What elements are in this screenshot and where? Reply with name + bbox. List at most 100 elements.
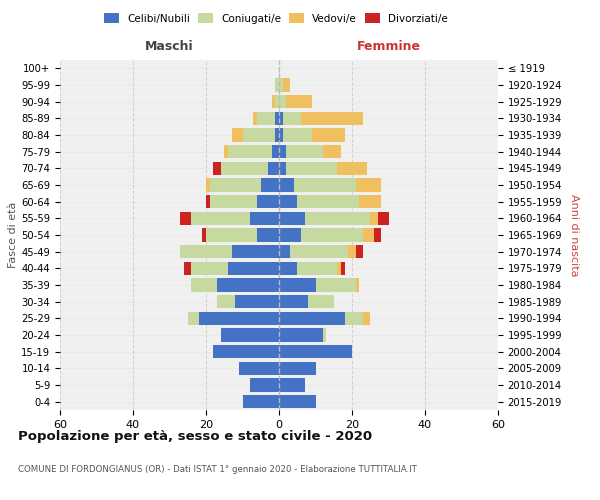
Bar (202, 228, 206, 241)
Bar (272, 145, 279, 158)
Bar (316, 278, 356, 291)
Bar (275, 128, 279, 141)
Bar (286, 95, 312, 108)
Bar (232, 245, 279, 258)
Bar (221, 328, 279, 342)
Bar (308, 295, 334, 308)
Bar (279, 178, 293, 192)
Bar (279, 262, 297, 275)
Bar (279, 95, 286, 108)
Bar (297, 195, 359, 208)
Bar (181, 212, 191, 225)
Bar (356, 178, 381, 192)
Bar (257, 228, 279, 241)
Bar (206, 195, 209, 208)
Bar (297, 262, 337, 275)
Bar (279, 145, 286, 158)
Bar (228, 262, 279, 275)
Bar (377, 212, 389, 225)
Bar (279, 162, 286, 175)
Bar (337, 162, 367, 175)
Bar (279, 128, 283, 141)
Bar (337, 262, 341, 275)
Bar (363, 228, 374, 241)
Bar (275, 112, 279, 125)
Bar (279, 312, 344, 325)
Bar (181, 245, 232, 258)
Bar (356, 278, 359, 291)
Bar (363, 312, 370, 325)
Bar (279, 112, 283, 125)
Bar (279, 212, 305, 225)
Bar (283, 128, 312, 141)
Bar (242, 128, 275, 141)
Bar (283, 78, 290, 92)
Bar (235, 295, 279, 308)
Bar (279, 195, 297, 208)
Y-axis label: Anni di nascita: Anni di nascita (569, 194, 579, 276)
Bar (221, 162, 268, 175)
Bar (242, 395, 279, 408)
Bar (184, 262, 191, 275)
Bar (257, 195, 279, 208)
Bar (206, 228, 257, 241)
Bar (275, 78, 279, 92)
Bar (275, 95, 279, 108)
Bar (214, 162, 221, 175)
Text: Popolazione per età, sesso e stato civile - 2020: Popolazione per età, sesso e stato civil… (18, 430, 372, 443)
Bar (261, 178, 279, 192)
Bar (253, 112, 257, 125)
Bar (279, 395, 316, 408)
Bar (191, 212, 250, 225)
Bar (279, 378, 305, 392)
Bar (250, 378, 279, 392)
Bar (356, 245, 363, 258)
Text: COMUNE DI FORDONGIANUS (OR) - Dati ISTAT 1° gennaio 2020 - Elaborazione TUTTITAL: COMUNE DI FORDONGIANUS (OR) - Dati ISTAT… (18, 465, 417, 474)
Bar (290, 245, 349, 258)
Bar (272, 95, 275, 108)
Bar (344, 312, 363, 325)
Bar (206, 178, 209, 192)
Bar (370, 212, 377, 225)
Bar (359, 195, 381, 208)
Bar (279, 345, 352, 358)
Bar (312, 128, 345, 141)
Bar (323, 145, 341, 158)
Bar (224, 145, 228, 158)
Bar (293, 178, 356, 192)
Bar (209, 178, 261, 192)
Bar (301, 228, 363, 241)
Bar (250, 212, 279, 225)
Bar (257, 112, 275, 125)
Bar (286, 145, 323, 158)
Bar (374, 228, 381, 241)
Text: Femmine: Femmine (356, 40, 421, 54)
Text: Maschi: Maschi (145, 40, 194, 54)
Bar (283, 112, 301, 125)
Bar (341, 262, 344, 275)
Bar (279, 245, 290, 258)
Bar (217, 278, 279, 291)
Bar (199, 312, 279, 325)
Legend: Celibi/Nubili, Coniugati/e, Vedovi/e, Divorziati/e: Celibi/Nubili, Coniugati/e, Vedovi/e, Di… (101, 10, 451, 26)
Bar (279, 228, 301, 241)
Bar (279, 78, 283, 92)
Bar (209, 195, 257, 208)
Bar (239, 362, 279, 375)
Bar (323, 328, 326, 342)
Bar (188, 312, 199, 325)
Bar (349, 245, 356, 258)
Bar (268, 162, 279, 175)
Bar (217, 295, 235, 308)
Bar (279, 328, 323, 342)
Bar (279, 295, 308, 308)
Bar (305, 212, 370, 225)
Bar (191, 278, 217, 291)
Bar (191, 262, 228, 275)
Y-axis label: Fasce di età: Fasce di età (8, 202, 19, 268)
Bar (228, 145, 272, 158)
Bar (214, 345, 279, 358)
Bar (301, 112, 363, 125)
Bar (232, 128, 242, 141)
Bar (279, 278, 316, 291)
